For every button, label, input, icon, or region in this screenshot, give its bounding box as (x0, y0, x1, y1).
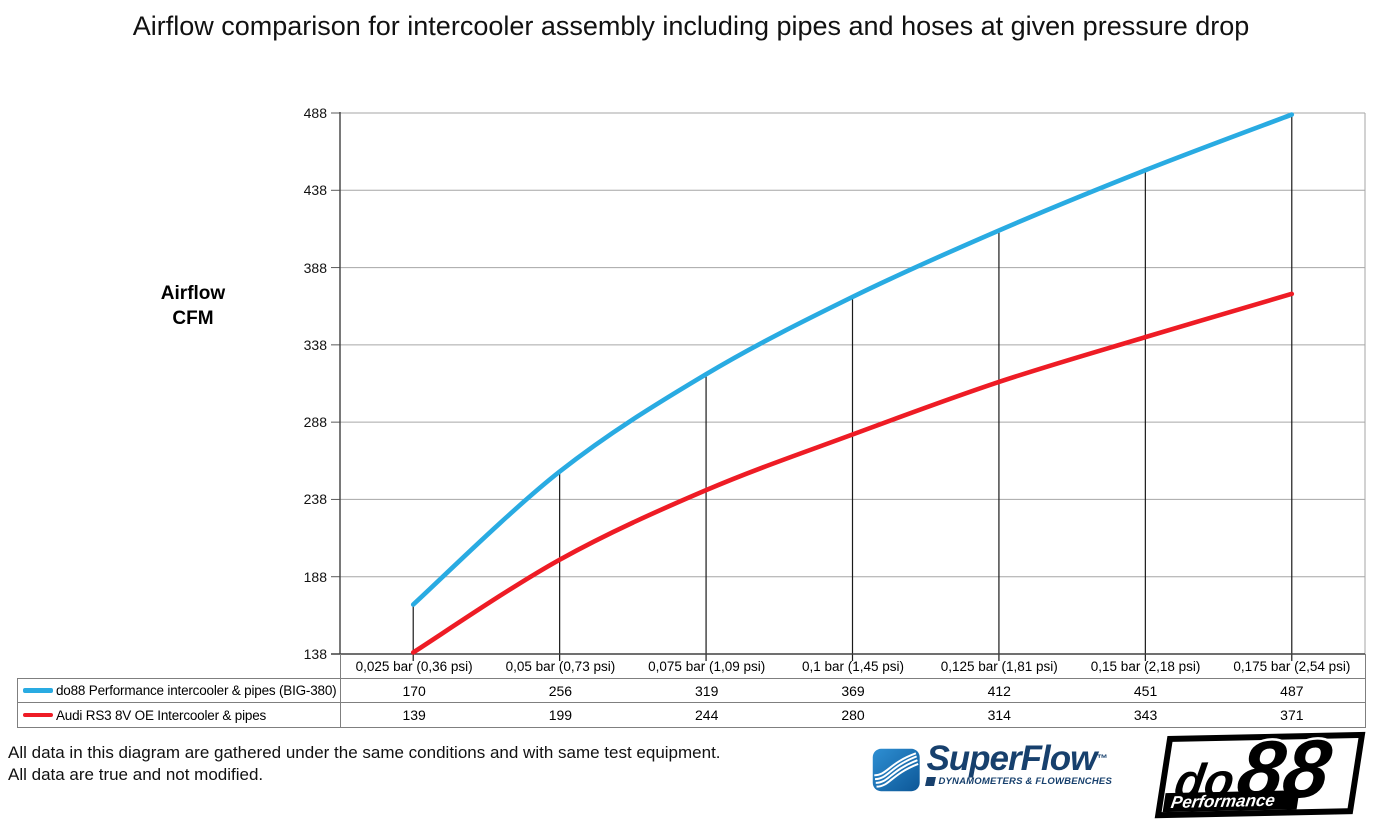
table-value-cell: 369 (779, 679, 927, 703)
table-value-cell: 256 (487, 679, 634, 703)
table-value-cell: 280 (841, 707, 865, 723)
y-tick-label: 188 (303, 568, 327, 585)
footer-line1: All data in this diagram are gathered un… (8, 743, 721, 762)
series-line-audi-oe (410, 291, 1295, 655)
y-tick-label: 388 (303, 259, 327, 276)
legend-swatch-do88 (23, 688, 53, 693)
y-tick-label: 238 (303, 491, 327, 508)
table-value-cell: 139 (402, 707, 426, 723)
table-value-cell: 412 (926, 679, 1073, 703)
table-value-cell: 244 (695, 707, 719, 723)
x-category-label: 0,1 bar (1,45 psi) (801, 658, 905, 674)
table-value-cell: 487 (1218, 679, 1365, 703)
y-tick-label: 288 (303, 414, 327, 431)
footer-note: All data in this diagram are gathered un… (8, 742, 721, 786)
superflow-icon (872, 748, 920, 792)
legend-cell: Audi RS3 8V OE Intercooler & pipes (18, 703, 341, 727)
superflow-text: SuperFlow™ DYNAMOMETERS & FLOWBENCHES (925, 739, 1112, 787)
y-axis-label: Airflow CFM (128, 281, 258, 331)
y-axis-label-line2: CFM (172, 308, 214, 329)
y-tick-label: 438 (303, 182, 327, 199)
superflow-tagline: DYNAMOMETERS & FLOWBENCHES (925, 776, 1112, 787)
y-tick-label: 338 (303, 336, 327, 353)
superflow-trademark: ™ (1096, 753, 1107, 765)
y-tick-label: 138 (303, 646, 327, 662)
x-category-label: 0,05 bar (0,73 psi) (505, 658, 616, 674)
y-tick-label: 488 (303, 105, 327, 121)
y-axis-label-line1: Airflow (160, 283, 226, 304)
do88-tagline: Performance (1170, 790, 1277, 812)
x-category-label: 0,15 bar (2,18 psi) (1090, 658, 1201, 674)
legend-cell: do88 Performance intercooler & pipes (BI… (18, 679, 341, 703)
x-category-label: 0,075 bar (1,09 psi) (648, 658, 766, 674)
superflow-logo: SuperFlow™ DYNAMOMETERS & FLOWBENCHES (872, 740, 1112, 802)
chart-title: Airflow comparison for intercooler assem… (132, 11, 1250, 41)
table-value-cell: 314 (987, 707, 1011, 723)
x-axis-category-row: 0,025 bar (0,36 psi) 0,05 bar (0,73 psi) 0… (340, 654, 1366, 679)
superflow-wordmark: SuperFlow™ (926, 739, 1107, 778)
x-category-label: 0,025 bar (0,36 psi) (355, 658, 473, 674)
do88-logo: do 88 Performance (1154, 728, 1366, 819)
legend-label: Audi RS3 8V OE Intercooler & pipes (56, 707, 267, 723)
superflow-tagline-block-icon (925, 777, 937, 786)
table-value-cell: 371 (1280, 707, 1304, 723)
table-value-cell: 451 (1072, 679, 1219, 703)
legend-label: do88 Performance intercooler & pipes (BI… (56, 683, 337, 698)
table-value-cell: 343 (1133, 707, 1158, 723)
legend-swatch-audi-oe (23, 712, 53, 718)
x-category-label: 0,125 bar (1,81 psi) (940, 658, 1058, 674)
series-line-do88 (410, 112, 1295, 607)
table-value-cell: 170 (341, 679, 488, 703)
table-value-cell: 319 (633, 679, 780, 703)
x-category-label: 0,175 bar (2,54 psi) (1233, 658, 1351, 674)
footer-line2: All data are true and not modified. (8, 765, 264, 784)
data-table: do88 Performance intercooler & pipes (BI… (17, 678, 1366, 728)
table-value-cell: 199 (548, 707, 573, 723)
